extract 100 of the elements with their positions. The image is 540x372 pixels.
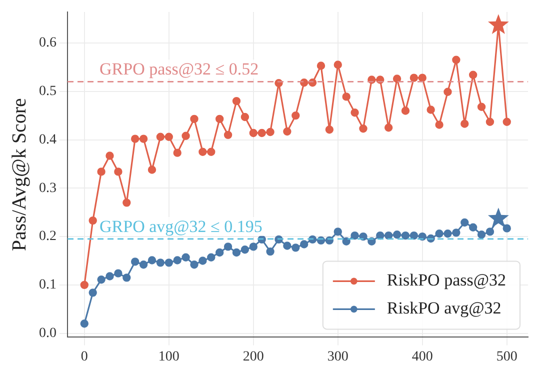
point <box>350 108 359 117</box>
point <box>418 232 426 241</box>
point <box>488 208 509 228</box>
legend-label: RiskPO pass@32 <box>386 270 506 290</box>
point <box>215 248 224 257</box>
point <box>486 228 494 236</box>
x-tick-label: 500 <box>496 349 518 364</box>
point <box>114 168 122 176</box>
y-axis-title: Pass/Avg@k Score <box>8 98 30 252</box>
point <box>224 130 232 140</box>
point <box>207 148 216 156</box>
point <box>292 244 300 252</box>
point <box>106 272 114 280</box>
point <box>198 148 207 156</box>
point <box>418 74 426 82</box>
point <box>114 269 122 278</box>
point <box>249 128 258 138</box>
point <box>182 253 190 262</box>
point <box>334 60 342 69</box>
y-tick-label: 0.3 <box>39 180 56 196</box>
point <box>283 242 292 250</box>
y-tick-label: 0.1 <box>39 278 56 293</box>
point <box>130 134 140 143</box>
point <box>435 120 444 129</box>
point <box>342 237 350 246</box>
point <box>350 231 359 240</box>
point <box>156 258 165 267</box>
point <box>80 320 88 328</box>
x-tick-label: 100 <box>158 349 180 364</box>
point <box>198 256 207 265</box>
point <box>410 231 418 240</box>
point <box>207 253 216 262</box>
point <box>488 14 509 34</box>
point <box>139 134 148 143</box>
point <box>190 260 198 269</box>
x-tick-label: 0 <box>80 349 88 364</box>
point <box>173 148 182 157</box>
point <box>444 230 452 238</box>
point <box>486 118 494 126</box>
point <box>266 247 274 256</box>
point <box>122 274 131 282</box>
point <box>468 223 478 232</box>
point <box>460 120 469 128</box>
point <box>139 260 148 269</box>
point <box>232 96 241 106</box>
point <box>156 132 165 141</box>
point <box>164 258 173 267</box>
point <box>130 258 140 266</box>
point <box>452 228 460 237</box>
point <box>88 216 97 225</box>
x-tick-label: 200 <box>242 349 264 364</box>
y-tick-label: 0.5 <box>39 84 56 100</box>
point <box>215 114 224 124</box>
point <box>190 114 198 124</box>
point <box>325 125 334 134</box>
point <box>401 231 410 240</box>
point <box>392 230 402 239</box>
point <box>240 112 250 122</box>
point <box>80 280 88 290</box>
point <box>452 56 460 64</box>
point <box>164 132 173 141</box>
point <box>468 70 478 80</box>
point <box>148 256 156 264</box>
point <box>392 74 402 83</box>
point <box>502 118 511 126</box>
point <box>384 231 393 240</box>
point <box>249 242 258 251</box>
point <box>316 62 326 70</box>
point <box>426 106 435 114</box>
point <box>97 168 106 176</box>
point <box>376 231 384 240</box>
point <box>266 128 274 136</box>
point <box>173 256 182 264</box>
point <box>477 102 486 111</box>
point <box>334 228 342 236</box>
point <box>122 198 131 207</box>
ref-line-label: GRPO avg@32 ≤ 0.195 <box>100 216 262 236</box>
point <box>359 232 368 241</box>
point <box>106 152 114 160</box>
x-tick-label: 300 <box>327 349 348 364</box>
y-tick-label: 0.6 <box>39 36 56 51</box>
point <box>300 240 308 248</box>
x-tick-label: 400 <box>412 349 433 364</box>
legend-label: RiskPO avg@32 <box>386 298 502 318</box>
point <box>460 218 469 227</box>
point <box>232 248 241 257</box>
point <box>435 230 444 238</box>
point <box>502 224 511 232</box>
y-tick-label: 0.4 <box>39 132 56 148</box>
point <box>97 276 106 284</box>
point <box>148 166 156 174</box>
point <box>359 124 368 133</box>
point <box>477 230 486 239</box>
point <box>444 88 452 96</box>
point <box>384 124 393 132</box>
point <box>258 128 266 138</box>
point <box>410 74 418 82</box>
y-tick-label: 0.2 <box>39 229 56 244</box>
point <box>401 106 410 115</box>
point <box>342 92 350 101</box>
